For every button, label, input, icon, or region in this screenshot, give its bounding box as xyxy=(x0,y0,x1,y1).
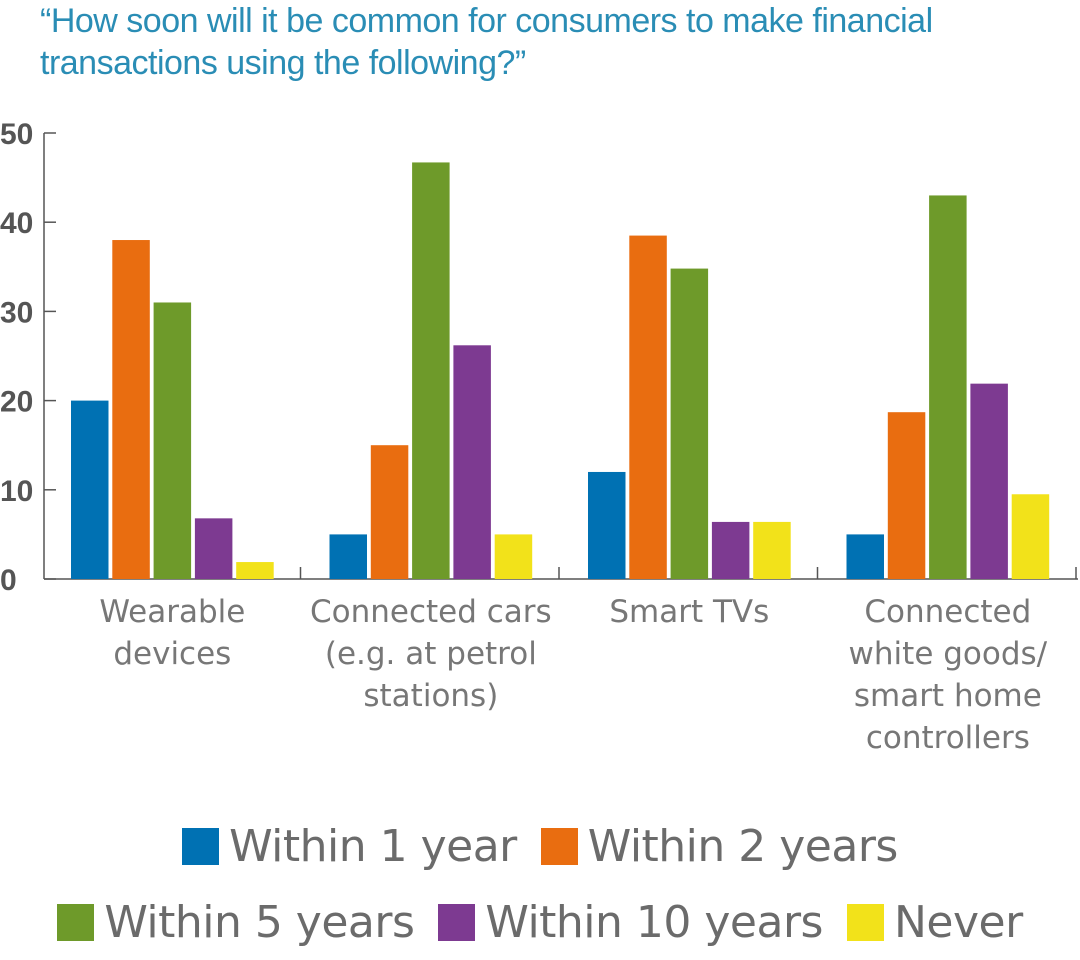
y-tick-label: 10 xyxy=(0,475,33,508)
legend-label: Within 1 year xyxy=(229,820,517,872)
legend-item: Within 2 years xyxy=(540,820,899,872)
legend-swatch xyxy=(57,903,95,941)
bar xyxy=(670,268,709,579)
legend-row: Within 5 years Within 10 years Never xyxy=(0,884,1080,960)
y-tick-label: 0 xyxy=(0,564,17,597)
bar xyxy=(453,345,491,579)
legend-swatch xyxy=(846,903,884,941)
bar xyxy=(846,534,884,579)
bars xyxy=(71,162,1050,580)
bar xyxy=(1011,494,1050,579)
x-tick-label: smart home xyxy=(854,678,1042,714)
legend-item: Within 10 years xyxy=(438,897,823,948)
bar xyxy=(887,412,926,579)
x-tick-label: Wearable xyxy=(99,594,245,630)
bar xyxy=(711,521,750,579)
legend-item: Within 1 year xyxy=(182,821,517,872)
legend-swatch xyxy=(438,903,476,941)
x-tick-label: devices xyxy=(113,636,231,672)
y-tick-label: 40 xyxy=(0,207,33,240)
tick-labels: 0 10 20 30 40 50 Wearable devices Connected cars… xyxy=(0,118,1048,756)
bar xyxy=(588,471,626,579)
x-tick-label: Connected xyxy=(864,594,1031,630)
bar-chart: 0 10 20 30 40 50 Wearable devices Connected cars… xyxy=(0,118,1078,756)
legend-swatch xyxy=(540,827,578,865)
x-tick-label: stations) xyxy=(363,678,498,714)
legend-label: Within 2 years xyxy=(587,820,899,872)
x-tick-label: white goods/ xyxy=(849,636,1048,672)
legend-label: Within 10 years xyxy=(485,896,823,948)
legend-item: Never xyxy=(846,896,1023,948)
bar xyxy=(236,562,274,579)
bar xyxy=(153,302,192,579)
legend-row: Within 1 year Within 2 years xyxy=(0,808,1080,884)
y-tick-label: 50 xyxy=(0,118,33,151)
legend: Within 1 year Within 2 years Within 5 year… xyxy=(0,808,1080,960)
legend-label: Never xyxy=(893,896,1023,948)
chart-title: “How soon will it be common for consumer… xyxy=(40,2,933,82)
bar xyxy=(71,400,109,579)
bar xyxy=(370,445,409,579)
y-tick-label: 20 xyxy=(0,386,33,419)
bar xyxy=(629,235,667,579)
legend-label: Within 5 years xyxy=(104,896,415,948)
x-tick-label: controllers xyxy=(866,720,1030,756)
bar xyxy=(112,240,150,580)
bar xyxy=(412,162,450,579)
bar xyxy=(494,534,533,579)
bar xyxy=(753,521,791,579)
legend-swatch xyxy=(182,827,220,865)
x-tick-label: Connected cars xyxy=(310,594,552,630)
bar xyxy=(970,383,1008,579)
legend-item: Within 5 years xyxy=(57,896,415,948)
bar xyxy=(329,534,367,579)
bar xyxy=(929,195,967,579)
x-tick-label: (e.g. at petrol xyxy=(325,636,537,672)
x-tick-label: Smart TVs xyxy=(609,594,769,630)
y-tick-label: 30 xyxy=(0,296,33,329)
bar xyxy=(194,518,233,579)
